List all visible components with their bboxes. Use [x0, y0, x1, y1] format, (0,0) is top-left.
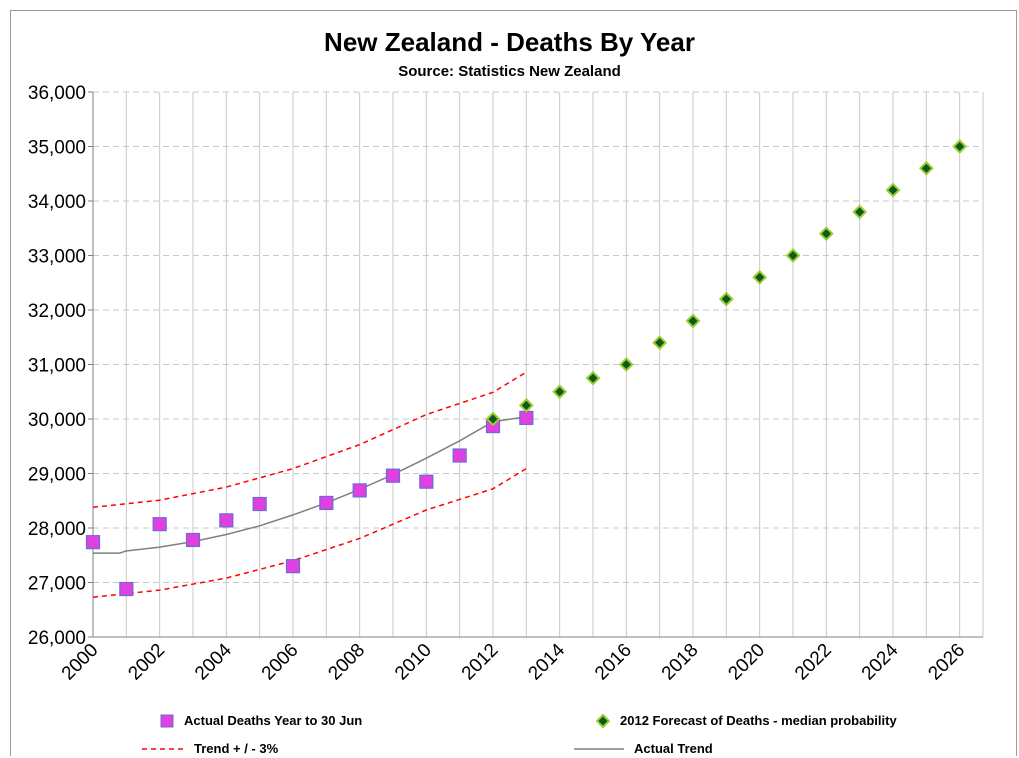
- trend-upper-line: [92, 371, 527, 509]
- x-tick-label: 2020: [724, 640, 769, 685]
- forecast-marker: [918, 160, 934, 176]
- x-tick-label: 2024: [858, 639, 903, 684]
- y-tick-label: 27,000: [28, 574, 86, 595]
- x-tick-label: 2014: [524, 639, 569, 684]
- x-tick-label: 2008: [324, 640, 369, 685]
- legend-item-actual-trend: Actual Trend: [574, 741, 713, 756]
- chart-frame: [10, 10, 1017, 756]
- forecast-marker: [952, 139, 968, 154]
- y-tick-label: 35,000: [28, 138, 86, 159]
- actual-death-marker: [252, 496, 267, 512]
- forecast-marker: [718, 291, 734, 307]
- y-tick-label: 31,000: [28, 356, 86, 377]
- forecast-marker: [685, 313, 701, 329]
- legend-diamond-icon: [596, 713, 610, 728]
- legend-item-forecast: 2012 Forecast of Deaths - median probabi…: [596, 713, 897, 728]
- forecast-marker: [518, 397, 534, 413]
- forecast-marker: [885, 182, 901, 198]
- legend-item-actual-deaths: Actual Deaths Year to 30 Jun: [160, 713, 362, 728]
- actual-death-marker: [152, 517, 167, 532]
- actual-death-marker: [185, 532, 201, 548]
- y-tick-label: 32,000: [28, 301, 86, 322]
- forecast-marker: [618, 357, 634, 372]
- actual-death-marker: [285, 559, 301, 574]
- x-tick-label: 2016: [591, 640, 636, 685]
- legend-label: Actual Deaths Year to 30 Jun: [184, 713, 363, 728]
- forecast-marker: [652, 335, 668, 351]
- actual-death-marker: [419, 474, 434, 489]
- forecast-marker: [818, 226, 834, 242]
- x-tick-label: 2006: [258, 640, 303, 685]
- x-tick-label: 2012: [458, 640, 503, 685]
- trend-lower-line: [92, 467, 527, 598]
- forecast-marker: [585, 370, 601, 386]
- actual-death-marker: [519, 410, 534, 426]
- forecast-marker: [552, 384, 568, 400]
- chart-title: New Zealand - Deaths By Year: [324, 27, 695, 57]
- legend-square-icon: [160, 714, 174, 727]
- trend-lines: [92, 371, 527, 598]
- forecast-marker: [852, 204, 868, 220]
- legend-line-icon: [574, 747, 624, 750]
- x-tick-label: 2004: [191, 639, 236, 684]
- chart-subtitle: Source: Statistics New Zealand: [398, 63, 621, 80]
- y-tick-label: 33,000: [28, 247, 86, 268]
- legend-label: 2012 Forecast of Deaths - median probabi…: [620, 713, 897, 728]
- x-tick-label: 2022: [791, 640, 836, 685]
- legend-dashed-line-icon: [142, 747, 184, 750]
- legend-item-trend-band: Trend + / - 3%: [142, 741, 278, 756]
- y-tick-labels: 26,000 27,000 28,000 29,000 30,000 31,000 32,0…: [28, 83, 86, 649]
- actual-death-marker: [219, 513, 234, 528]
- x-tick-label: 2002: [124, 640, 169, 685]
- y-tick-label: 28,000: [28, 519, 86, 540]
- actual-death-marker: [319, 495, 334, 511]
- gridlines: [92, 91, 984, 638]
- y-tick-label: 36,000: [28, 83, 86, 104]
- forecast-marker: [752, 269, 768, 285]
- actual-trend-line: [93, 416, 527, 554]
- actual-death-marker: [385, 468, 401, 483]
- x-tick-label: 2026: [924, 640, 969, 685]
- forecast-marker: [785, 248, 801, 263]
- legend-label: Actual Trend: [634, 741, 713, 756]
- forecast-marker: [485, 411, 501, 427]
- actual-death-marker: [85, 535, 101, 550]
- x-tick-labels: 2000 2002 2004 2006 2008 2010 2012 2014 2016 2018…: [58, 639, 969, 684]
- legend-label: Trend + / - 3%: [194, 741, 279, 756]
- y-tick-label: 30,000: [28, 410, 86, 431]
- actual-death-marker: [119, 581, 134, 597]
- y-tick-label: 29,000: [28, 465, 86, 486]
- data-markers: [85, 139, 968, 597]
- y-tick-label: 34,000: [28, 192, 86, 213]
- x-tick-label: 2018: [658, 640, 703, 685]
- x-tick-label: 2010: [391, 640, 436, 685]
- y-tick-label: 26,000: [28, 628, 86, 649]
- actual-death-marker: [352, 483, 367, 498]
- actual-death-marker: [452, 448, 467, 463]
